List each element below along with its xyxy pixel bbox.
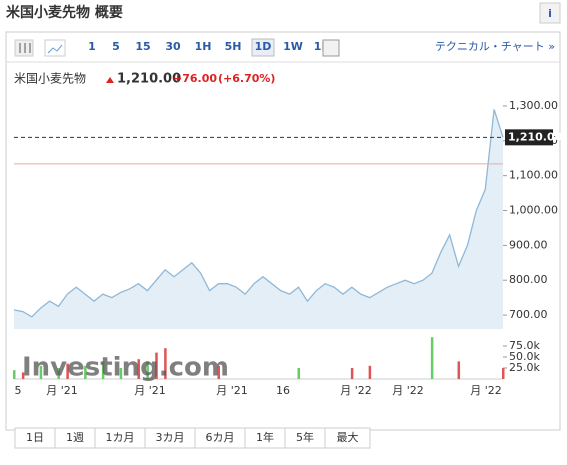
- interval-button[interactable]: 1W: [283, 40, 303, 53]
- volume-bar: [164, 348, 167, 379]
- quote-price: 1,210.00: [117, 72, 181, 87]
- watermark: Investing.com: [22, 353, 229, 383]
- candle-icon[interactable]: [14, 39, 34, 57]
- x-tick-label: 月 '21: [134, 384, 166, 397]
- volume-bar: [146, 361, 149, 379]
- price-line: [13, 109, 504, 318]
- y-tick-label: 1,300.00: [509, 99, 558, 112]
- last-price-box: [505, 129, 553, 146]
- range-label[interactable]: 1カ月: [106, 431, 135, 444]
- volume-bar: [217, 365, 220, 379]
- volume-bar: [502, 368, 505, 379]
- range-button[interactable]: [324, 427, 371, 449]
- info-button[interactable]: [539, 2, 561, 24]
- volume-bar: [155, 352, 158, 379]
- interval-button[interactable]: 5H: [225, 40, 242, 53]
- range-label[interactable]: 1日: [26, 431, 44, 444]
- volume-bar: [101, 361, 105, 379]
- interval-button[interactable]: 1: [88, 40, 96, 53]
- volume-bar: [457, 361, 461, 379]
- volume-bar: [57, 368, 60, 379]
- y-tick-label: 700.00: [509, 308, 548, 321]
- interval-selected: [251, 38, 275, 57]
- line-icon[interactable]: [44, 39, 66, 57]
- volume-tick-label: 50.0k: [509, 350, 540, 363]
- y-tick-label: 800.00: [509, 273, 548, 286]
- x-tick-label: 月 '22: [392, 384, 424, 397]
- quote-change: +76.00: [173, 72, 217, 85]
- volume-bar: [368, 365, 372, 379]
- volume-bar: [66, 363, 69, 379]
- x-tick-label: 月 '22: [340, 384, 372, 397]
- x-tick-label: 月 '21: [216, 384, 248, 397]
- x-tick-label: 月 '22: [470, 384, 502, 397]
- y-tick-label: 900.00: [509, 238, 548, 251]
- volume-bar: [137, 359, 140, 379]
- up-arrow: [106, 77, 114, 83]
- interval-button[interactable]: 1H: [195, 40, 212, 53]
- volume-bar: [84, 365, 87, 379]
- volume-bar: [13, 370, 16, 379]
- title: 米国小麦先物 概要: [6, 4, 123, 21]
- interval-button[interactable]: 5: [112, 40, 120, 53]
- quote-name: 米国小麦先物: [14, 72, 86, 86]
- x-tick-label: 5: [15, 384, 22, 397]
- range-label[interactable]: 1週: [66, 431, 84, 444]
- range-label[interactable]: 最大: [337, 430, 359, 444]
- area-fill: [14, 109, 503, 329]
- volume-bar: [350, 368, 354, 379]
- settings-icon[interactable]: [322, 39, 340, 57]
- interval-button[interactable]: 30: [165, 40, 181, 53]
- volume-bar: [430, 337, 434, 379]
- interval-button[interactable]: 15: [135, 40, 150, 53]
- quote-change-pct: (+6.70%): [218, 72, 275, 85]
- range-label[interactable]: 1年: [256, 430, 274, 444]
- range-label[interactable]: 5年: [296, 430, 314, 444]
- volume-bar: [119, 368, 123, 379]
- volume-bar: [21, 372, 25, 379]
- volume-bar: [39, 365, 43, 379]
- volume-tick-label: 75.0k: [509, 339, 540, 352]
- x-tick-label: 月 '21: [46, 384, 78, 397]
- y-tick-label: 1,000.00: [509, 204, 558, 217]
- range-label[interactable]: 3カ月: [156, 431, 185, 444]
- volume-tick-label: 25.0k: [509, 361, 540, 374]
- range-label[interactable]: 6カ月: [206, 431, 235, 444]
- y-tick-label: 1,100.00: [509, 169, 558, 182]
- interval-button[interactable]: 1D: [255, 40, 272, 53]
- volume-bar: [297, 368, 301, 379]
- info-icon: i: [548, 7, 552, 20]
- last-price-label: 1,210.00: [508, 130, 563, 143]
- technical-link[interactable]: テクニカル・チャート »: [435, 40, 555, 53]
- x-tick-label: 16: [276, 384, 290, 397]
